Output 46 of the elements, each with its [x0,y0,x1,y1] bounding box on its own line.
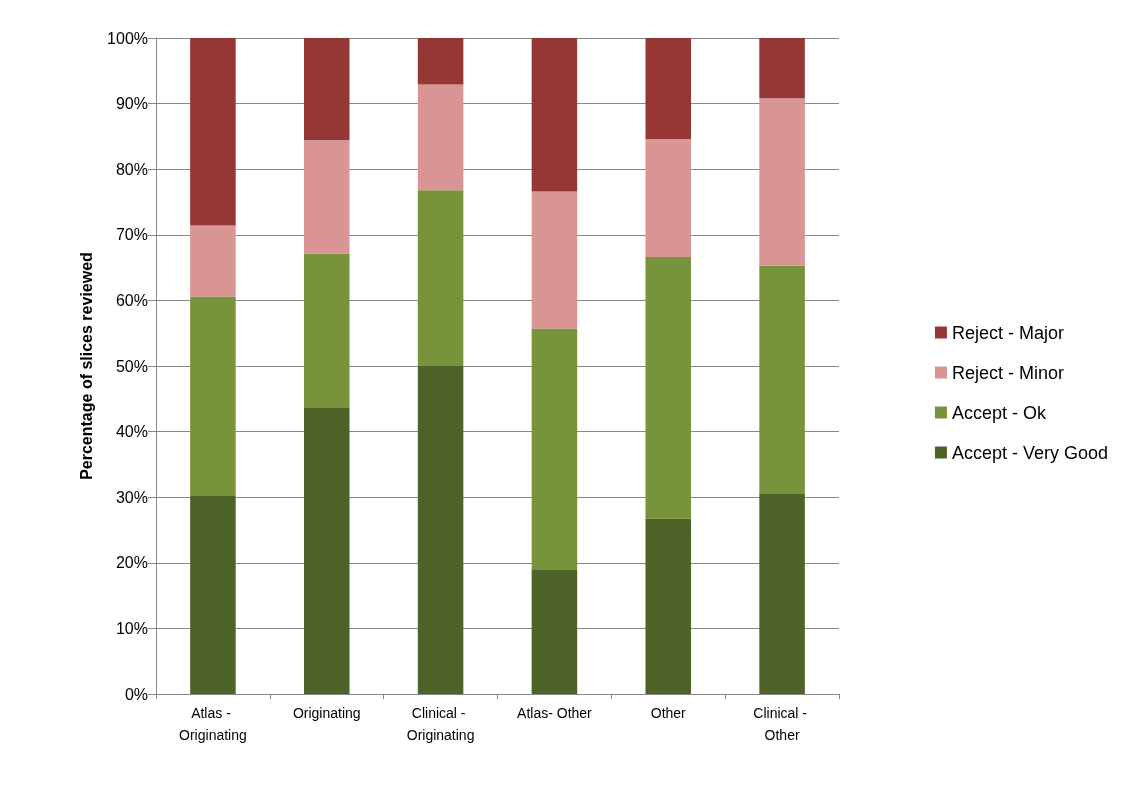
bar [417,84,464,191]
bar [190,296,236,496]
bar [417,366,464,694]
x-tick-label: Clinical - Originating [406,705,475,743]
legend-label: Reject - Minor [951,362,1064,383]
legend-label: Accept - Ok [951,402,1047,423]
bar [645,139,692,258]
y-tick-label: 90% [115,95,148,113]
y-tick-label: 0% [124,685,148,703]
x-tick-label: Atlas - Originating [179,705,247,743]
bar [759,265,805,494]
y-tick-label: 80% [115,160,148,178]
y-axis-title: Percentage of slices reviewed [77,252,95,480]
bar [417,38,464,85]
bar [303,253,350,408]
bar [190,225,236,297]
y-tick-label: 30% [115,488,148,506]
bar [645,518,692,694]
x-tick-label: Atlas- Other [517,705,593,721]
bar [531,38,578,192]
y-tick-label: 100% [107,29,148,47]
bar [645,257,692,519]
bar [303,407,350,694]
y-tick-label: 60% [115,291,148,309]
y-tick-label: 10% [115,619,148,637]
x-tick-label: Clinical - Other [753,705,811,743]
bar [190,495,236,694]
bar [531,328,578,570]
bar [303,140,350,254]
x-tick-label: Other [650,705,687,721]
y-tick-label: 40% [115,423,148,441]
y-tick-label: 70% [115,226,148,244]
bar [645,38,692,140]
bar [759,98,805,266]
y-tick-label: 20% [115,554,148,572]
bar [531,191,578,329]
bar [531,569,578,694]
bar [417,190,464,366]
legend-label: Accept - Very Good [951,442,1108,463]
bar [759,38,805,99]
x-tick-label: Originating [292,705,361,721]
legend-label: Reject - Major [951,322,1064,343]
bar [190,38,236,226]
bar [303,38,350,141]
bar [759,493,805,694]
y-tick-label: 50% [115,357,148,375]
